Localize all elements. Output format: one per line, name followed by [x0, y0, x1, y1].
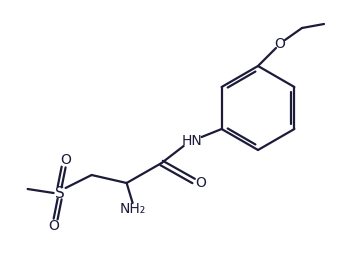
Text: HN: HN — [181, 134, 202, 148]
Text: O: O — [275, 37, 285, 51]
Text: O: O — [195, 176, 206, 190]
Text: O: O — [48, 219, 59, 233]
Text: S: S — [55, 185, 64, 200]
Text: O: O — [60, 153, 71, 167]
Text: NH₂: NH₂ — [119, 202, 146, 216]
